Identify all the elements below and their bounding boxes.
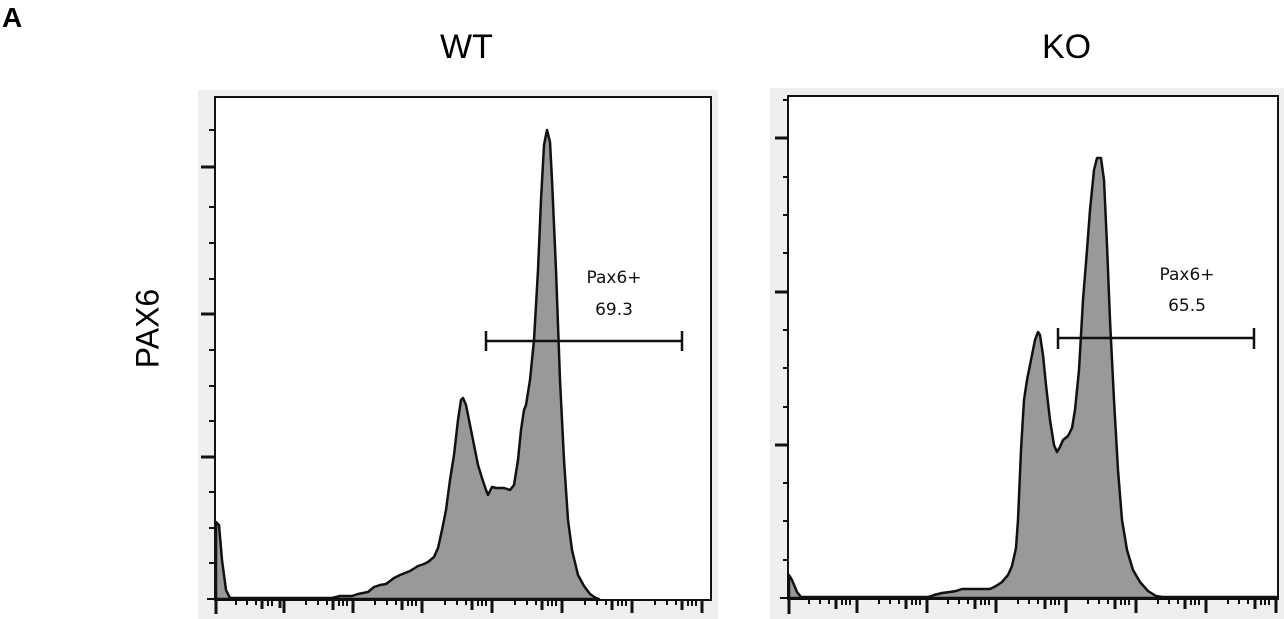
wt-gate-value: 69.3	[595, 300, 633, 320]
ko-gate-value: 65.5	[1168, 296, 1206, 316]
ko-x-ticks	[787, 599, 1278, 614]
panel-title-ko: KO	[1042, 28, 1092, 66]
wt-histogram-panel	[198, 90, 718, 619]
wt-gate-name: Pax6+	[586, 268, 641, 288]
ko-gate-bar[interactable]	[1056, 328, 1256, 349]
panel-letter: A	[2, 2, 23, 33]
wt-x-ticks	[214, 600, 704, 614]
wt-histogram-area	[214, 128, 601, 601]
ko-histogram-area	[787, 156, 1278, 600]
ko-gate-name: Pax6+	[1159, 265, 1214, 285]
panel-title-wt: WT	[440, 28, 493, 66]
ko-histogram-panel	[770, 88, 1284, 619]
wt-gate-bar[interactable]	[484, 331, 684, 351]
ko-y-ticks	[775, 99, 788, 599]
wt-y-ticks	[201, 129, 215, 600]
